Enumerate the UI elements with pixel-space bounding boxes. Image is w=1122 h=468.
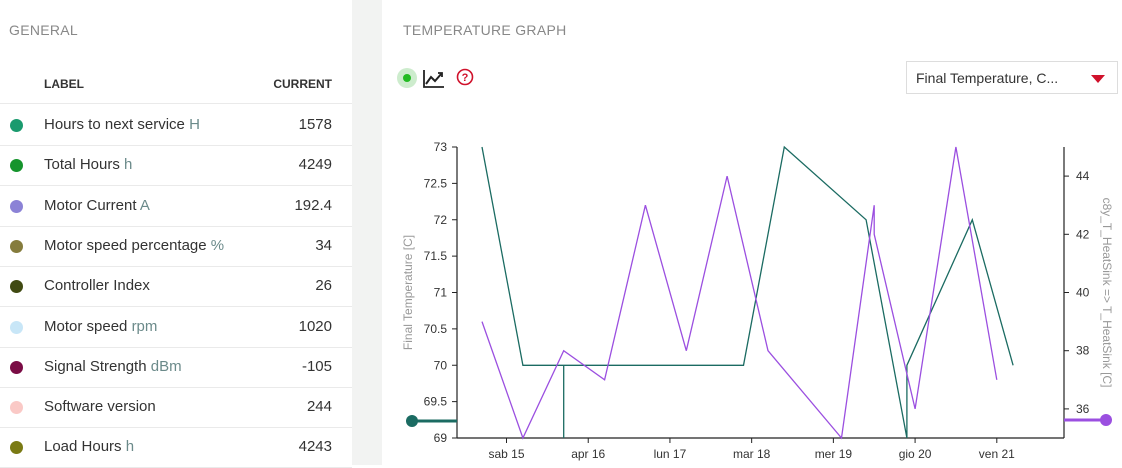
measurement-row[interactable]: Motor speed rpm 1020 — [0, 307, 352, 348]
right-range-handle[interactable] — [1100, 414, 1112, 426]
series-color-dot — [10, 360, 23, 374]
header-divider — [0, 103, 352, 104]
left-y-tick-label: 71.5 — [424, 249, 448, 263]
caret-down-icon — [1091, 75, 1105, 83]
left-y-tick-label: 71 — [434, 286, 448, 300]
measurement-value: 26 — [315, 277, 332, 295]
dropdown-value: Final Temperature, C... — [916, 70, 1059, 86]
measurement-label-text: Motor speed — [44, 317, 128, 335]
x-tick-label: sab 15 — [488, 447, 524, 461]
label-column-header[interactable]: LABEL — [44, 77, 84, 91]
measurement-row[interactable]: Hours to next service H 1578 — [0, 105, 352, 146]
current-column-header[interactable]: CURRENT — [273, 77, 332, 91]
series-color-dot — [10, 401, 23, 415]
series-color-dot — [10, 320, 23, 334]
trend-chart-icon[interactable] — [422, 66, 446, 90]
measurement-label: Hours to next service H — [44, 116, 200, 133]
measurement-value: 4243 — [298, 438, 332, 456]
left-range-handle[interactable] — [406, 415, 418, 427]
measurement-row[interactable]: Motor speed percentage % 34 — [0, 226, 352, 267]
measurement-label-text: Hours to next service — [44, 116, 185, 133]
status-dot-icon[interactable] — [397, 68, 417, 88]
measurement-unit: h — [124, 156, 133, 174]
measurement-row[interactable]: Total Hours h 4249 — [0, 145, 352, 187]
measurement-label-text: Software version — [44, 398, 156, 416]
measurement-label-text: Signal Strength — [44, 357, 147, 375]
measurement-label: Load Hours h — [44, 438, 134, 455]
measurement-label: Motor speed rpm — [44, 318, 157, 335]
measurement-row[interactable]: Load Hours h 4243 — [0, 427, 352, 468]
general-title: GENERAL — [9, 22, 79, 38]
measurement-label-text: Load Hours — [44, 438, 122, 456]
series-color-dot — [10, 199, 23, 213]
series-color-dot — [10, 119, 23, 132]
measurement-label-text: Motor Current — [44, 196, 137, 214]
status-dot-inner — [403, 74, 411, 82]
measurement-unit: A — [139, 196, 150, 214]
right-y-tick-label: 40 — [1076, 286, 1090, 300]
series-color-dot — [10, 441, 23, 455]
measurement-unit: rpm — [131, 317, 158, 335]
left-y-tick-label: 72.5 — [424, 176, 448, 190]
question-circle-icon[interactable]: ? — [456, 68, 474, 86]
measurement-value: -105 — [301, 357, 332, 375]
general-panel: GENERAL LABEL CURRENT Hours to next serv… — [0, 0, 352, 468]
series-color-dot — [10, 239, 23, 253]
panel-gutter — [352, 0, 382, 465]
graph-title: TEMPERATURE GRAPH — [403, 22, 567, 38]
series-color-dot — [10, 280, 23, 294]
right-y-tick-label: 42 — [1076, 227, 1090, 241]
x-tick-label: ven 21 — [979, 447, 1015, 461]
measurement-label: Controller Index — [44, 277, 150, 294]
series-line-heatsink — [481, 146, 998, 440]
measurement-row[interactable]: Controller Index 26 — [0, 266, 352, 308]
right-y-axis-label: c8y_T_HeatSink => T_HeatSink [C] — [1100, 198, 1114, 388]
measurement-row[interactable]: Motor Current A 192.4 — [0, 186, 352, 227]
series-select-dropdown[interactable]: Final Temperature, C... — [906, 61, 1118, 94]
measurement-label-text: Motor speed percentage — [44, 236, 207, 254]
left-y-tick-label: 73 — [434, 140, 448, 154]
measurement-unit: dBm — [150, 357, 182, 375]
temperature-chart: 69 69.5 70 70.5 71 71.5 72 72.5 73 36 38 40 42 44 sab … — [401, 140, 1114, 461]
measurement-label-text: Controller Index — [44, 277, 150, 295]
right-y-tick-label: 38 — [1076, 344, 1090, 358]
measurement-label: Total Hours h — [44, 156, 132, 173]
left-y-tick-label: 70.5 — [424, 322, 448, 336]
temperature-graph-panel: TEMPERATURE GRAPH ? Final Temperature, C… — [382, 0, 1122, 465]
measurement-label: Software version — [44, 398, 156, 415]
measurement-value: 192.4 — [294, 196, 332, 214]
right-y-tick-label: 36 — [1076, 402, 1090, 416]
x-tick-label: apr 16 — [571, 447, 605, 461]
measurement-row[interactable]: Signal Strength dBm -105 — [0, 347, 352, 388]
x-tick-label: mar 18 — [733, 447, 771, 461]
svg-text:?: ? — [462, 72, 469, 84]
x-tick-label: lun 17 — [654, 447, 687, 461]
measurement-label: Motor speed percentage % — [44, 237, 224, 254]
series-color-dot — [10, 159, 23, 173]
measurement-row[interactable]: Software version 244 — [0, 387, 352, 429]
left-y-tick-label: 70 — [434, 358, 448, 372]
measurement-value: 1020 — [298, 317, 332, 335]
left-y-axis-label: Final Temperature [C] — [401, 235, 415, 350]
measurement-unit: % — [210, 236, 225, 254]
x-tick-label: gio 20 — [899, 447, 932, 461]
measurement-unit: h — [125, 438, 135, 456]
left-y-tick-label: 69 — [434, 431, 448, 445]
measurement-label: Signal Strength dBm — [44, 358, 182, 375]
right-y-tick-label: 44 — [1076, 169, 1090, 183]
measurement-value: 244 — [306, 398, 332, 416]
measurement-label: Motor Current A — [44, 197, 150, 214]
left-y-tick-label: 72 — [434, 213, 448, 227]
measurement-label-text: Total Hours — [44, 156, 120, 174]
measurement-unit: H — [189, 116, 200, 133]
left-y-tick-label: 69.5 — [424, 395, 448, 409]
x-tick-label: mer 19 — [815, 447, 853, 461]
measurement-value: 1578 — [298, 116, 332, 133]
measurement-value: 4249 — [298, 156, 332, 174]
measurement-value: 34 — [315, 236, 332, 254]
